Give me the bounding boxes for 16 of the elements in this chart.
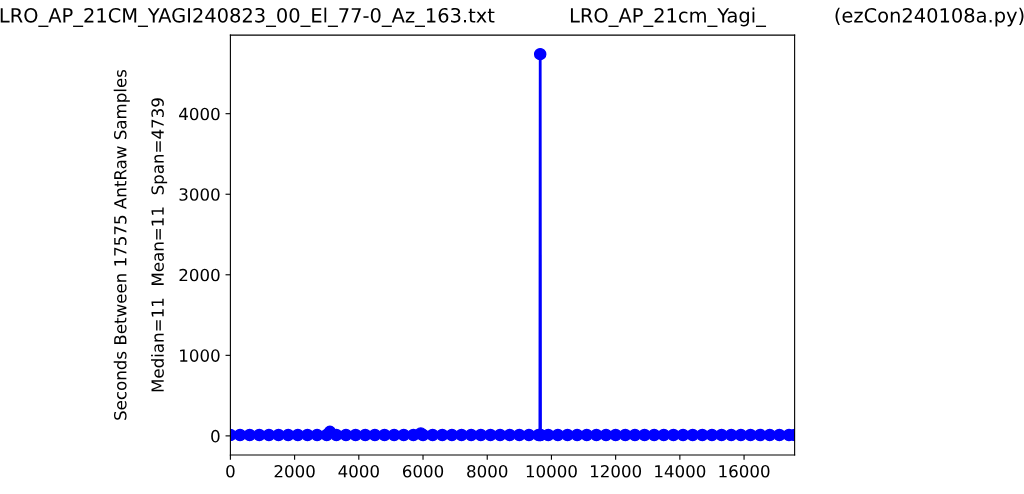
text: Seconds Between 17575 AntRaw Samples Median=11 Mean=11 Span=4739 bbox=[113, 69, 168, 420]
x-tick-label: 10000 bbox=[526, 464, 577, 478]
y-tick-label: 2000 bbox=[179, 268, 220, 282]
x-tick-label: 2000 bbox=[274, 464, 315, 478]
x-tick-label: 14000 bbox=[655, 464, 706, 478]
x-tick-label: 8000 bbox=[467, 464, 508, 478]
y-tick-label: 1000 bbox=[180, 349, 220, 362]
chart-title: LRO_AP_21CM_YAGI240823_00_El_77-0_Az_163.txt LRO_AP_21cm_Yagi_ (ezCon240108a.py) bbox=[0, 7, 1024, 27]
y-tick-label: 4000 bbox=[179, 107, 220, 121]
x-tick-label: 16000 bbox=[719, 464, 770, 478]
y-tick-label: 0 bbox=[211, 429, 220, 443]
y-tick-label: 3000 bbox=[179, 188, 220, 201]
x-tick-label: 4000 bbox=[338, 464, 379, 478]
x-tick-label: 6000 bbox=[402, 464, 444, 478]
x-tick-label: 12000 bbox=[590, 464, 642, 478]
x-tick-label: 0 bbox=[226, 464, 235, 478]
